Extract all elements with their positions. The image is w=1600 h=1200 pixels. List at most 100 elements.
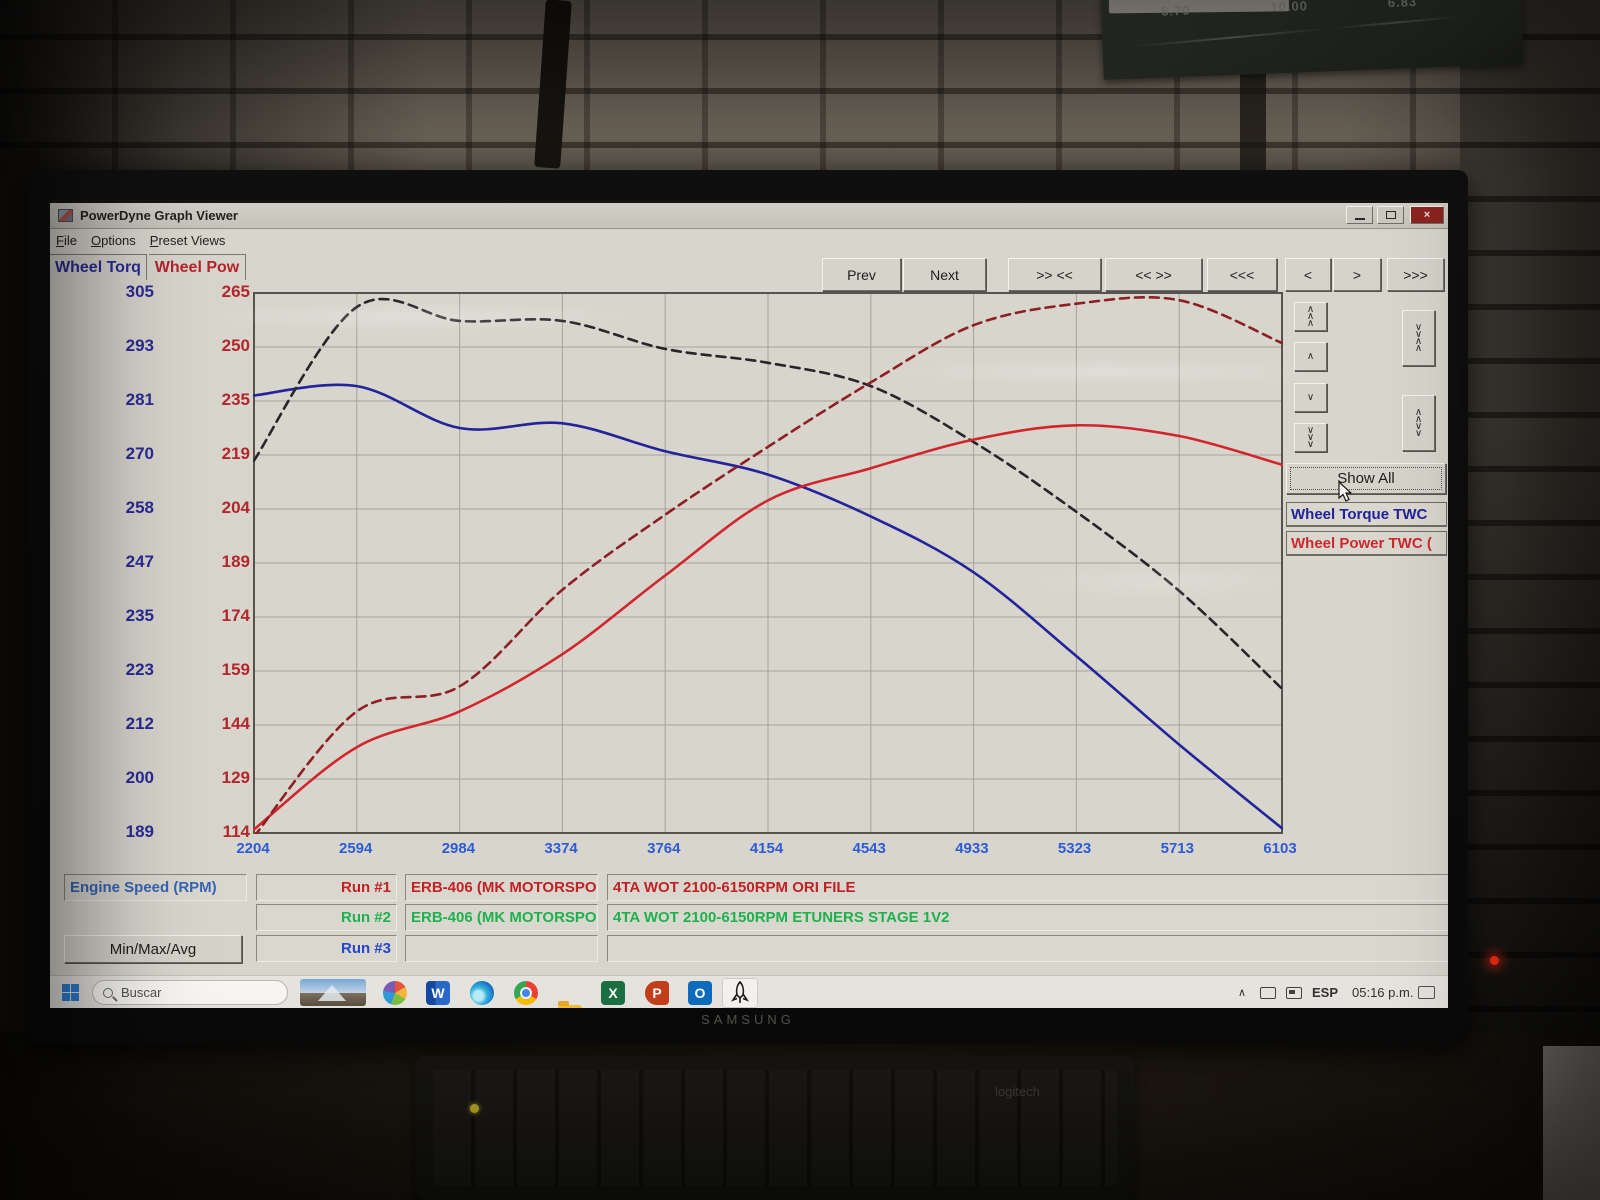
run3-file-field[interactable] (405, 935, 598, 962)
torque-tick-label: 223 (125, 660, 154, 679)
scale-down-fast-button[interactable]: ∨ ∨ ∨ (1294, 423, 1327, 452)
pan-left-button[interactable]: < (1285, 258, 1331, 291)
legend-wheel-power[interactable]: Wheel Power TWC ( (1286, 531, 1447, 556)
power-tick-label: 189 (221, 552, 250, 571)
pan-right-button[interactable]: > (1333, 258, 1381, 291)
app-icon (58, 209, 73, 222)
rpm-tick-label: 4543 (852, 840, 886, 857)
run3-label[interactable]: Run #3 (256, 935, 397, 962)
file-explorer-icon[interactable] (558, 1001, 582, 1008)
scale-down-button[interactable]: ∨ (1294, 383, 1327, 412)
sheet-number: 10.00 (1270, 0, 1309, 15)
torque-tick-label: 247 (125, 552, 154, 571)
scale-up-button[interactable]: ∧ (1294, 342, 1327, 371)
menu-preset-views[interactable]: Preset Views (149, 233, 226, 248)
run2-file-field[interactable]: ERB-406 (MK MOTORSPO (405, 904, 598, 931)
rpm-tick-label: 2984 (441, 840, 476, 857)
maximize-button[interactable] (1377, 206, 1404, 224)
weather-widget[interactable] (300, 979, 366, 1006)
rpm-tick-label: 4154 (749, 840, 784, 857)
menu-bar: File Options Preset Views (50, 230, 1448, 251)
rpm-tick-label: 6103 (1263, 840, 1297, 857)
search-icon (103, 987, 113, 998)
torque-tick-label: 200 (125, 768, 154, 787)
window-title: PowerDyne Graph Viewer (80, 208, 238, 223)
language-indicator[interactable]: ESP (1312, 985, 1339, 1000)
run1-file-field[interactable]: ERB-406 (MK MOTORSPO (405, 874, 598, 901)
rpm-tick-label: 5323 (1057, 840, 1092, 857)
power-tick-label: 144 (221, 714, 250, 733)
search-input[interactable]: Buscar (92, 980, 288, 1005)
brick-wall-right (1460, 0, 1600, 1060)
next-button[interactable]: Next (903, 258, 986, 291)
torque-tick-label: 281 (125, 390, 154, 409)
clock[interactable]: 05:16 p.m. (1352, 985, 1414, 1000)
power-led (1490, 956, 1499, 965)
powerdyne-app-icon (730, 980, 750, 1003)
notification-center-icon[interactable] (1418, 976, 1435, 1008)
pan-far-right-button[interactable]: >>> (1387, 258, 1444, 291)
torque-axis-header[interactable]: Wheel Torq (50, 254, 147, 280)
run2-desc-field[interactable]: 4TA WOT 2100-6150RPM ETUNERS STAGE 1V2 (607, 904, 1448, 931)
maximize-icon (1385, 211, 1396, 219)
series-torque-solid (253, 383, 1283, 830)
scale-up-fast-button[interactable]: ∧ ∧ ∧ (1294, 302, 1327, 331)
powerpoint-icon[interactable]: P (645, 981, 669, 1005)
close-button[interactable]: × (1410, 206, 1444, 224)
power-tick-label: 250 (221, 336, 250, 355)
run3-desc-field[interactable] (607, 935, 1448, 962)
sheet-number: 6.83 (1387, 0, 1418, 11)
logitech-keyboard: logitech (415, 1056, 1135, 1200)
excel-icon[interactable]: X (601, 981, 625, 1005)
torque-tick-label: 212 (125, 714, 154, 733)
zoom-out-x-button[interactable]: << >> (1105, 258, 1202, 291)
start-button[interactable] (62, 984, 79, 1001)
active-app-tile[interactable] (722, 978, 758, 1008)
collapse-range-button[interactable]: ∨ ∨ ∧ ∧ (1402, 310, 1435, 366)
hidden-icons-chevron[interactable]: ∧ (1238, 987, 1247, 999)
power-tick-label: 114 (222, 822, 250, 841)
torque-tick-label: 235 (125, 606, 154, 625)
power-tick-label: 129 (221, 768, 250, 787)
pan-far-left-button[interactable]: <<< (1207, 258, 1277, 291)
menu-file[interactable]: File (56, 233, 77, 248)
rpm-tick-label: 3374 (544, 840, 578, 857)
run1-desc-field[interactable]: 4TA WOT 2100-6150RPM ORI FILE (607, 874, 1448, 901)
run1-label[interactable]: Run #1 (256, 874, 397, 901)
dyno-chart (253, 292, 1283, 834)
rpm-tick-label: 5713 (1160, 840, 1194, 857)
menu-options[interactable]: Options (90, 233, 136, 248)
display-icon[interactable] (1260, 976, 1276, 1008)
series-torque-dashed (253, 297, 1283, 690)
power-axis-header[interactable]: Wheel Pow (149, 254, 246, 280)
chrome-icon[interactable] (514, 981, 538, 1005)
legend-wheel-torque[interactable]: Wheel Torque TWC (1286, 502, 1447, 527)
run2-label[interactable]: Run #2 (256, 904, 397, 931)
search-placeholder: Buscar (121, 985, 162, 1000)
torque-tick-label: 270 (125, 444, 154, 463)
screen: PowerDyne Graph Viewer × File Options Pr… (50, 200, 1448, 1008)
power-tick-label: 159 (221, 660, 250, 679)
word-icon[interactable]: W (426, 981, 450, 1005)
zoom-in-x-button[interactable]: >> << (1008, 258, 1101, 291)
edge-icon[interactable] (470, 981, 494, 1005)
prev-button[interactable]: Prev (822, 258, 901, 291)
pinwheel-app-icon[interactable] (383, 981, 407, 1005)
mouse-cursor (1338, 481, 1353, 502)
torque-tick-label: 305 (125, 282, 154, 301)
expand-range-button[interactable]: ∧ ∧ ∨ ∨ (1402, 395, 1435, 451)
minimize-icon (1354, 218, 1365, 220)
window-titlebar: PowerDyne Graph Viewer × (50, 200, 1448, 229)
network-icon[interactable] (1286, 976, 1302, 1008)
rpm-tick-label: 3764 (647, 840, 681, 857)
keyboard-brand: logitech (995, 1084, 1040, 1099)
show-all-button[interactable]: Show All (1286, 463, 1446, 494)
monitor-brand: SAMSUNG (701, 1012, 795, 1027)
torque-tick-label: 293 (125, 336, 154, 355)
min-max-avg-button[interactable]: Min/Max/Avg (64, 935, 242, 963)
keyboard-keys (433, 1070, 1117, 1186)
minimize-button[interactable] (1346, 206, 1373, 224)
torque-tick-label: 189 (125, 822, 154, 841)
outlook-icon[interactable]: O (688, 981, 712, 1005)
sheet-number: 6.70 (1160, 2, 1191, 19)
